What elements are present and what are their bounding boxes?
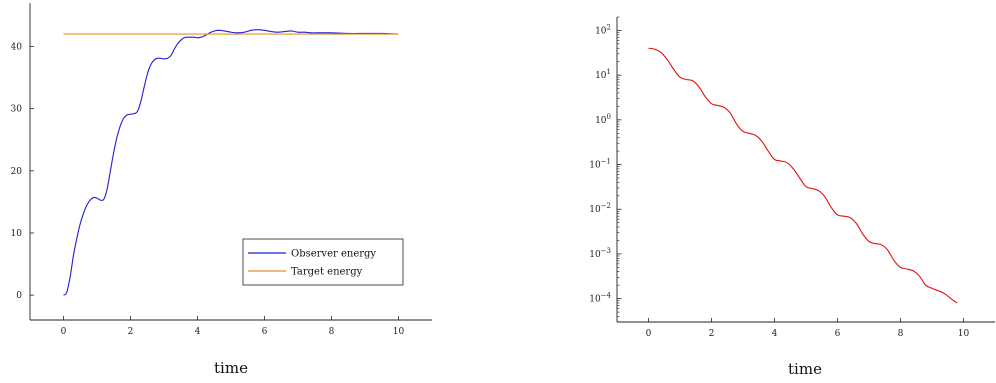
left-y-tick-label: 10 (11, 229, 23, 239)
legend-box (242, 238, 404, 286)
right-x-tick-label: 0 (646, 329, 652, 339)
energy-chart: 0 2 4 6 8 10 0 10 20 30 40 Observer energy Target… (11, 3, 432, 377)
error-log-chart: 0 2 4 6 8 10 10−4 10−3 10−2 10−1 100 101 102 time (589, 16, 995, 378)
left-x-axis-label: time (214, 359, 248, 377)
right-y-tick-label: 10−4 (589, 292, 611, 305)
left-y-tick-label: 30 (11, 105, 23, 115)
right-y-tick-label: 10−1 (589, 158, 611, 171)
left-y-tick-label: 40 (11, 43, 23, 53)
legend-label-observer: Observer energy (291, 249, 376, 260)
legend-label-target: Target energy (291, 267, 363, 278)
right-x-tick-label: 4 (772, 329, 778, 339)
right-y-tick-label: 10−2 (589, 202, 611, 215)
right-x-tick-label: 6 (835, 329, 841, 339)
legend: Observer energy Target energy (242, 238, 404, 286)
left-y-tick-label: 20 (11, 167, 23, 177)
left-x-ticks: 0 2 4 6 8 10 (61, 316, 405, 337)
right-series-lines (648, 47, 958, 304)
right-x-tick-label: 10 (958, 329, 970, 339)
right-y-ticks: 10−4 10−3 10−2 10−1 100 101 102 (589, 16, 622, 323)
right-x-tick-label: 2 (709, 329, 715, 339)
left-y-tick-label: 0 (16, 291, 22, 301)
right-y-tick-label: 100 (595, 113, 611, 126)
left-x-tick-label: 2 (128, 327, 134, 337)
left-x-tick-label: 8 (329, 327, 335, 337)
error-decay-line (648, 47, 958, 304)
right-y-tick-label: 10−3 (589, 247, 611, 260)
right-y-tick-label: 102 (595, 23, 611, 36)
left-x-tick-label: 10 (393, 327, 405, 337)
observer-energy-line (63, 29, 399, 296)
left-x-tick-label: 0 (61, 327, 67, 337)
left-series-lines (63, 29, 399, 296)
right-x-tick-label: 8 (898, 329, 904, 339)
right-x-ticks: 0 2 4 6 8 10 (646, 318, 970, 339)
right-x-axis-label: time (788, 360, 822, 378)
right-y-tick-label: 101 (595, 68, 611, 81)
left-x-tick-label: 6 (262, 327, 268, 337)
left-y-ticks: 0 10 20 30 40 (11, 43, 34, 301)
left-x-tick-label: 4 (195, 327, 201, 337)
